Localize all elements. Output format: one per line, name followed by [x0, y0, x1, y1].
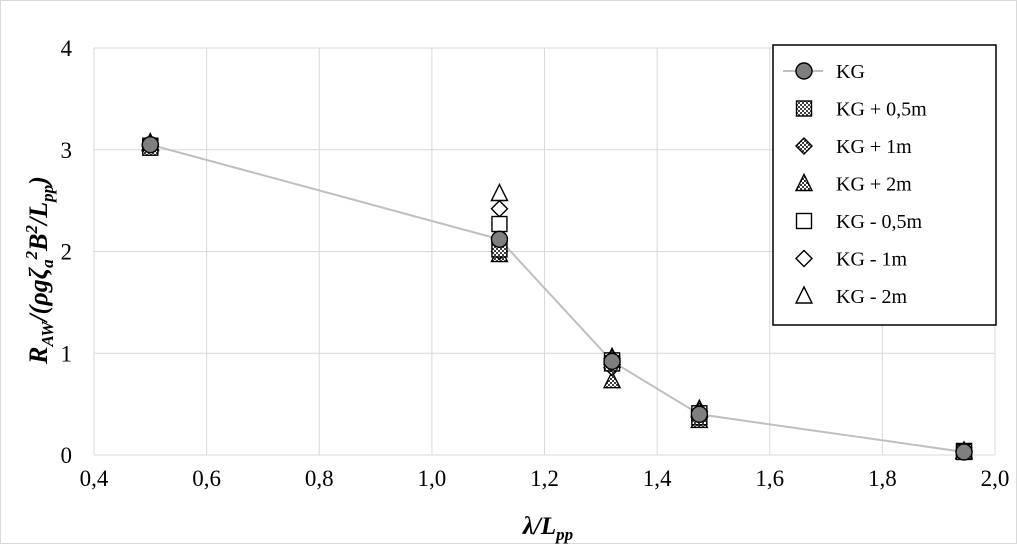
legend-marker-kg-0-5m: [795, 100, 813, 117]
x-axis-label: λ/Lpp: [522, 513, 573, 544]
legend-marker-kg-2m: [794, 172, 814, 192]
legend-marker-kg-0-5m: [795, 212, 813, 230]
legend-label-kg-2m: KG + 2m: [836, 174, 912, 196]
x-tick-label: 0,4: [80, 466, 109, 491]
y-tick-label: 1: [61, 341, 73, 366]
x-tick-label: 1,0: [418, 466, 447, 491]
data-point-kg: [141, 135, 160, 154]
legend-marker-kg-2m: [794, 285, 814, 304]
y-axis-ticks: 0 1 2 3 4: [61, 36, 73, 468]
data-point-kg-0-5m: [491, 215, 508, 233]
legend-marker-kg-1m: [795, 249, 813, 268]
data-point-kg: [490, 230, 509, 248]
legend-label-kg-0-5m: KG + 0,5m: [836, 99, 927, 121]
x-tick-label: 1,4: [643, 466, 672, 491]
legend-label-kg-2m: KG - 2m: [836, 286, 908, 308]
y-tick-label: 0: [61, 443, 73, 468]
x-tick-label: 0,8: [305, 466, 334, 491]
legend-label-kg-1m: KG + 1m: [836, 136, 912, 158]
data-point-kg-2m: [490, 182, 509, 202]
data-point-kg: [690, 405, 709, 423]
y-tick-label: 2: [61, 240, 73, 265]
legend-box: [772, 44, 997, 326]
x-axis-ticks: 0,4 0,6 0,8 1,0 1,2 1,4 1,6 1,8 2,0: [80, 466, 1010, 491]
x-tick-label: 1,2: [530, 466, 559, 491]
legend-label-kg-1m: KG - 1m: [836, 249, 908, 271]
data-points: [141, 132, 974, 461]
data-point-kg: [603, 352, 621, 371]
legend-marker-kg: [795, 62, 813, 80]
x-tick-label: 0,6: [192, 466, 221, 491]
y-axis-label: RAW/(ρgζa2B2/Lpp): [22, 176, 57, 365]
x-tick-label: 2,0: [981, 466, 1010, 491]
y-tick-label: 3: [61, 138, 73, 163]
x-tick-label: 1,8: [868, 466, 897, 491]
legend: KG KG + 0,5m KG + 1m KG + 2m KG - 0,5m KG - 1…: [772, 44, 997, 326]
legend-label-kg-0-5m: KG - 0,5m: [836, 211, 923, 233]
data-point-kg-2m: [602, 370, 622, 389]
data-point-kg-1m: [490, 199, 509, 218]
legend-label-kg: KG: [836, 61, 865, 83]
legend-marker-kg-1m: [795, 137, 813, 155]
y-tick-label: 4: [61, 36, 73, 61]
x-tick-label: 1,6: [755, 466, 784, 491]
data-point-kg: [955, 443, 973, 461]
